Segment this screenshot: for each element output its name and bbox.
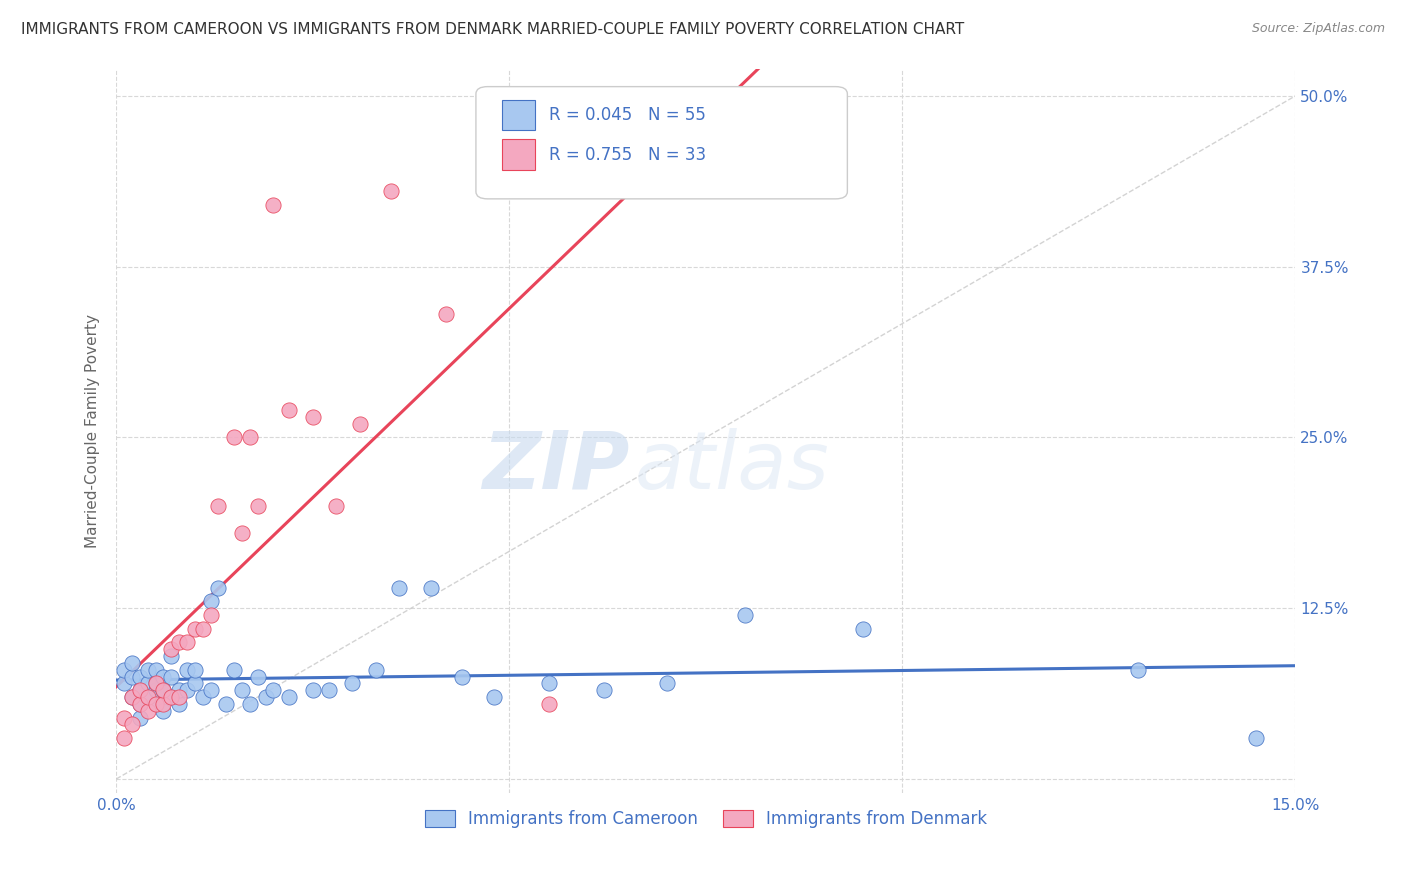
Point <box>136 690 159 704</box>
Point <box>537 697 560 711</box>
Point <box>160 642 183 657</box>
Point <box>207 581 229 595</box>
Point <box>112 710 135 724</box>
Text: atlas: atlas <box>636 428 830 506</box>
Point <box>301 683 323 698</box>
Point <box>112 731 135 745</box>
Point <box>325 499 347 513</box>
Legend: Immigrants from Cameroon, Immigrants from Denmark: Immigrants from Cameroon, Immigrants fro… <box>418 804 994 835</box>
Point <box>191 622 214 636</box>
Point <box>121 656 143 670</box>
FancyBboxPatch shape <box>475 87 848 199</box>
Point <box>349 417 371 431</box>
Text: ZIP: ZIP <box>482 428 630 506</box>
Point <box>176 635 198 649</box>
Point <box>136 663 159 677</box>
Point <box>1128 663 1150 677</box>
Point <box>451 669 474 683</box>
Point <box>224 430 246 444</box>
Point <box>301 409 323 424</box>
Point <box>128 697 150 711</box>
Point <box>184 676 207 690</box>
Point <box>231 526 253 541</box>
Point <box>254 690 277 704</box>
Point <box>184 622 207 636</box>
Point <box>145 697 167 711</box>
Text: R = 0.045   N = 55: R = 0.045 N = 55 <box>548 106 706 124</box>
Point <box>136 676 159 690</box>
Text: IMMIGRANTS FROM CAMEROON VS IMMIGRANTS FROM DENMARK MARRIED-COUPLE FAMILY POVERT: IMMIGRANTS FROM CAMEROON VS IMMIGRANTS F… <box>21 22 965 37</box>
Point <box>207 499 229 513</box>
Point <box>592 683 614 698</box>
Point <box>145 697 167 711</box>
Point <box>655 676 678 690</box>
Point <box>167 697 190 711</box>
Point <box>318 683 340 698</box>
Point <box>436 308 458 322</box>
Point <box>145 663 167 677</box>
Point <box>152 683 174 698</box>
Point <box>231 683 253 698</box>
Point <box>224 663 246 677</box>
Point <box>1244 731 1267 745</box>
Point <box>128 697 150 711</box>
Point <box>380 185 402 199</box>
Point <box>184 663 207 677</box>
Point <box>112 676 135 690</box>
Point <box>200 608 222 623</box>
Point <box>215 697 238 711</box>
Point <box>121 717 143 731</box>
Point <box>152 697 174 711</box>
Point <box>239 697 262 711</box>
FancyBboxPatch shape <box>502 100 534 130</box>
Point <box>537 676 560 690</box>
Point <box>152 683 174 698</box>
Point <box>121 690 143 704</box>
Point <box>160 690 183 704</box>
Point <box>128 669 150 683</box>
Point <box>160 690 183 704</box>
Point <box>160 648 183 663</box>
Point <box>419 581 441 595</box>
Point <box>191 690 214 704</box>
Point <box>167 690 190 704</box>
Point <box>734 608 756 623</box>
Point <box>136 690 159 704</box>
Point <box>278 403 301 417</box>
Point <box>145 676 167 690</box>
Point <box>121 669 143 683</box>
Y-axis label: Married-Couple Family Poverty: Married-Couple Family Poverty <box>86 314 100 548</box>
FancyBboxPatch shape <box>502 139 534 169</box>
Point <box>200 683 222 698</box>
Point <box>246 669 269 683</box>
Text: Source: ZipAtlas.com: Source: ZipAtlas.com <box>1251 22 1385 36</box>
Point <box>176 663 198 677</box>
Point <box>176 683 198 698</box>
Point <box>388 581 411 595</box>
Point <box>239 430 262 444</box>
Point <box>128 683 150 698</box>
Point <box>200 594 222 608</box>
Point <box>278 690 301 704</box>
Point <box>246 499 269 513</box>
Point <box>263 683 285 698</box>
Point <box>482 690 505 704</box>
Point <box>263 198 285 212</box>
Point <box>128 710 150 724</box>
Point <box>852 622 875 636</box>
Point <box>145 676 167 690</box>
Point <box>112 663 135 677</box>
Point <box>152 669 174 683</box>
Text: R = 0.755   N = 33: R = 0.755 N = 33 <box>548 145 706 164</box>
Point <box>136 704 159 718</box>
Point <box>160 669 183 683</box>
Point <box>340 676 363 690</box>
Point <box>145 683 167 698</box>
Point <box>364 663 387 677</box>
Point <box>128 683 150 698</box>
Point <box>167 635 190 649</box>
Point <box>152 704 174 718</box>
Point <box>121 690 143 704</box>
Point <box>167 683 190 698</box>
